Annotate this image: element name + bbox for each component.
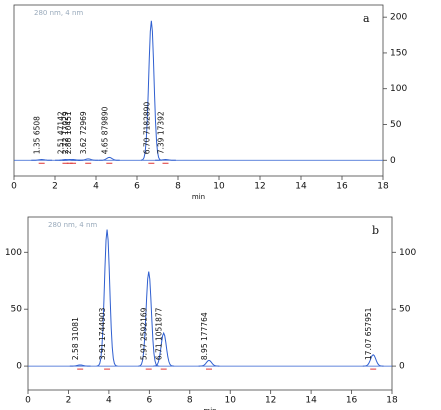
y-tick-label: 0 <box>16 362 22 372</box>
peak-label: 2.72 17029 <box>61 111 70 154</box>
panel-label: b <box>372 224 379 237</box>
peak <box>155 159 176 161</box>
peak-label: 3.62 72969 <box>79 111 88 154</box>
y2-tick-label: 0 <box>390 156 396 166</box>
peak-label: 2.51 47142 <box>56 111 65 154</box>
x-tick-label: 6 <box>146 396 152 406</box>
x-tick-label: 4 <box>106 396 112 406</box>
peak-label: 8.95 177764 <box>200 312 209 360</box>
x-tick-label: 2 <box>52 182 58 192</box>
x-tick-label: 6 <box>134 182 140 192</box>
peak <box>140 20 162 161</box>
peak <box>153 331 175 367</box>
x-tick-label: 10 <box>224 396 236 406</box>
peak-label: 2.88 10451 <box>64 111 73 154</box>
x-tick-label: 18 <box>386 396 398 406</box>
y2-tick-label: 200 <box>390 13 407 23</box>
x-tick-label: 0 <box>25 396 31 406</box>
peak <box>96 229 118 367</box>
peak-label: 17.07 657951 <box>364 307 373 360</box>
x-tick-label: 2 <box>66 396 72 406</box>
y2-tick-label: 50 <box>399 305 411 315</box>
y2-tick-label: 0 <box>399 362 405 372</box>
x-tick-label: 16 <box>336 182 348 192</box>
x-axis-label: min <box>192 193 205 201</box>
y2-tick-label: 100 <box>390 84 407 94</box>
y2-tick-label: 50 <box>390 120 402 130</box>
x-tick-label: 8 <box>187 396 193 406</box>
x-tick-label: 12 <box>265 396 276 406</box>
y-tick-label: 100 <box>5 248 22 258</box>
peak-label: 1.35 6508 <box>33 116 42 154</box>
peak-label: 5.97 2592169 <box>140 307 149 360</box>
y2-tick-label: 100 <box>399 248 416 258</box>
peak-label: 7.39 17392 <box>156 111 165 154</box>
peak-label: 6.71 1051877 <box>155 307 164 360</box>
plot-frame <box>13 4 384 177</box>
x-axis-label: min <box>203 407 216 410</box>
peak-label: 6.70 7182890 <box>142 102 151 155</box>
peak <box>31 159 53 161</box>
panel-label: a <box>363 12 370 25</box>
peak-label: 2.58 31081 <box>71 317 80 360</box>
peak <box>77 158 99 161</box>
peak <box>138 271 160 367</box>
x-tick-label: 14 <box>305 396 317 406</box>
x-tick-label: 0 <box>11 182 17 192</box>
detector-note: 280 nm, 4 nm <box>34 9 83 17</box>
x-tick-label: 10 <box>213 182 225 192</box>
x-tick-label: 8 <box>175 182 181 192</box>
peak-label: 4.65 879890 <box>100 106 109 154</box>
x-tick-label: 16 <box>346 396 358 406</box>
y-tick-label: 50 <box>11 305 23 315</box>
peak <box>98 156 120 161</box>
y2-tick-label: 150 <box>390 48 407 58</box>
detector-note: 280 nm, 4 nm <box>48 221 97 229</box>
x-tick-label: 18 <box>377 182 389 192</box>
x-tick-label: 4 <box>93 182 99 192</box>
x-tick-label: 12 <box>254 182 265 192</box>
peak <box>69 364 91 367</box>
x-tick-label: 14 <box>295 182 307 192</box>
peak <box>362 354 384 367</box>
plot-frame <box>27 216 393 391</box>
peak-label: 3.91 1744903 <box>98 307 107 360</box>
peak <box>198 359 220 367</box>
